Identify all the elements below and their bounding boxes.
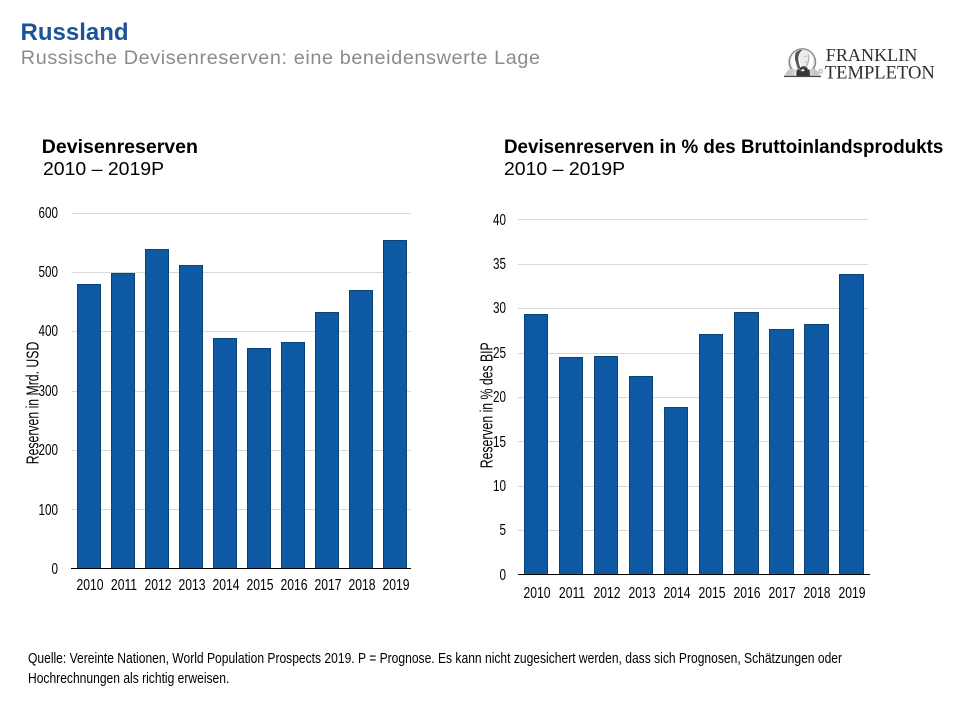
svg-text:R: R (820, 70, 823, 74)
svg-text:FRANKLIN: FRANKLIN (826, 45, 918, 65)
svg-text:TEMPLETON: TEMPLETON (825, 63, 935, 82)
